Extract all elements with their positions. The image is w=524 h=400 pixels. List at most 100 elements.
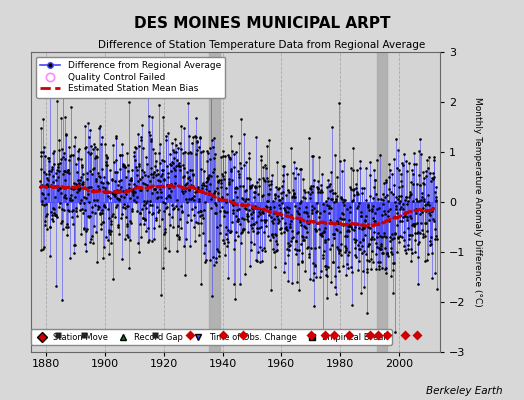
Point — [427, 208, 435, 214]
Point — [179, 190, 188, 196]
Point — [275, 185, 283, 191]
Point — [359, 248, 368, 254]
Point — [61, 168, 70, 174]
Point — [422, 168, 430, 174]
Point — [411, 237, 419, 243]
Point — [275, 218, 283, 224]
Point — [140, 198, 148, 204]
Point — [397, 193, 406, 199]
Point — [165, 210, 173, 217]
Point — [69, 152, 77, 158]
Point — [107, 213, 116, 220]
Point — [220, 208, 228, 214]
Point — [205, 180, 214, 187]
Point — [292, 230, 301, 236]
Point — [353, 205, 361, 211]
Point — [374, 259, 383, 265]
Point — [417, 220, 425, 226]
Point — [41, 194, 49, 201]
Point — [58, 206, 66, 212]
Point — [388, 251, 396, 258]
Point — [340, 157, 348, 163]
Point — [294, 211, 303, 217]
Point — [225, 153, 233, 160]
Point — [161, 226, 169, 232]
Point — [387, 189, 395, 195]
Point — [343, 206, 352, 212]
Point — [138, 215, 147, 221]
Point — [232, 229, 240, 235]
Point — [118, 204, 127, 210]
Point — [329, 259, 337, 266]
Point — [298, 233, 306, 239]
Text: Difference of Station Temperature Data from Regional Average: Difference of Station Temperature Data f… — [99, 40, 425, 50]
Point — [310, 204, 319, 211]
Point — [355, 258, 363, 264]
Point — [169, 206, 177, 212]
Point — [215, 222, 224, 228]
Point — [147, 190, 156, 197]
Point — [99, 219, 107, 225]
Point — [226, 132, 235, 139]
Point — [177, 145, 185, 152]
Point — [157, 216, 166, 222]
Point — [239, 183, 247, 189]
Point — [105, 189, 114, 195]
Point — [172, 157, 181, 163]
Point — [128, 208, 137, 214]
Point — [339, 199, 347, 206]
Point — [118, 210, 126, 217]
Point — [389, 156, 398, 163]
Point — [255, 211, 264, 217]
Point — [43, 191, 52, 197]
Point — [44, 176, 52, 183]
Point — [107, 177, 116, 184]
Point — [340, 216, 348, 222]
Point — [377, 234, 386, 240]
Point — [154, 171, 162, 178]
Point — [103, 155, 111, 161]
Point — [183, 219, 191, 225]
Point — [389, 190, 398, 197]
Point — [297, 166, 305, 172]
Point — [149, 210, 157, 216]
Point — [245, 207, 254, 213]
Point — [181, 182, 190, 188]
Point — [179, 150, 187, 156]
Point — [333, 192, 341, 199]
Point — [201, 242, 209, 248]
Point — [394, 235, 402, 242]
Point — [156, 178, 165, 184]
Point — [312, 208, 321, 214]
Point — [250, 189, 258, 196]
Point — [340, 202, 348, 208]
Point — [257, 153, 265, 159]
Point — [68, 197, 77, 203]
Point — [108, 176, 116, 182]
Point — [356, 238, 365, 245]
Point — [54, 168, 63, 175]
Point — [256, 244, 264, 250]
Point — [397, 170, 406, 177]
Point — [212, 254, 220, 261]
Point — [213, 173, 221, 179]
Point — [285, 208, 293, 215]
Point — [336, 215, 344, 222]
Point — [186, 177, 194, 183]
Point — [352, 184, 361, 191]
Point — [112, 157, 120, 164]
Point — [290, 190, 298, 196]
Point — [247, 224, 256, 231]
Point — [288, 235, 296, 242]
Point — [324, 236, 332, 242]
Point — [283, 170, 291, 177]
Point — [59, 154, 68, 160]
Point — [227, 218, 236, 225]
Point — [326, 181, 334, 187]
Point — [239, 227, 247, 234]
Point — [123, 232, 131, 238]
Point — [416, 182, 424, 188]
Point — [267, 287, 276, 293]
Point — [61, 191, 69, 198]
Point — [394, 195, 402, 202]
